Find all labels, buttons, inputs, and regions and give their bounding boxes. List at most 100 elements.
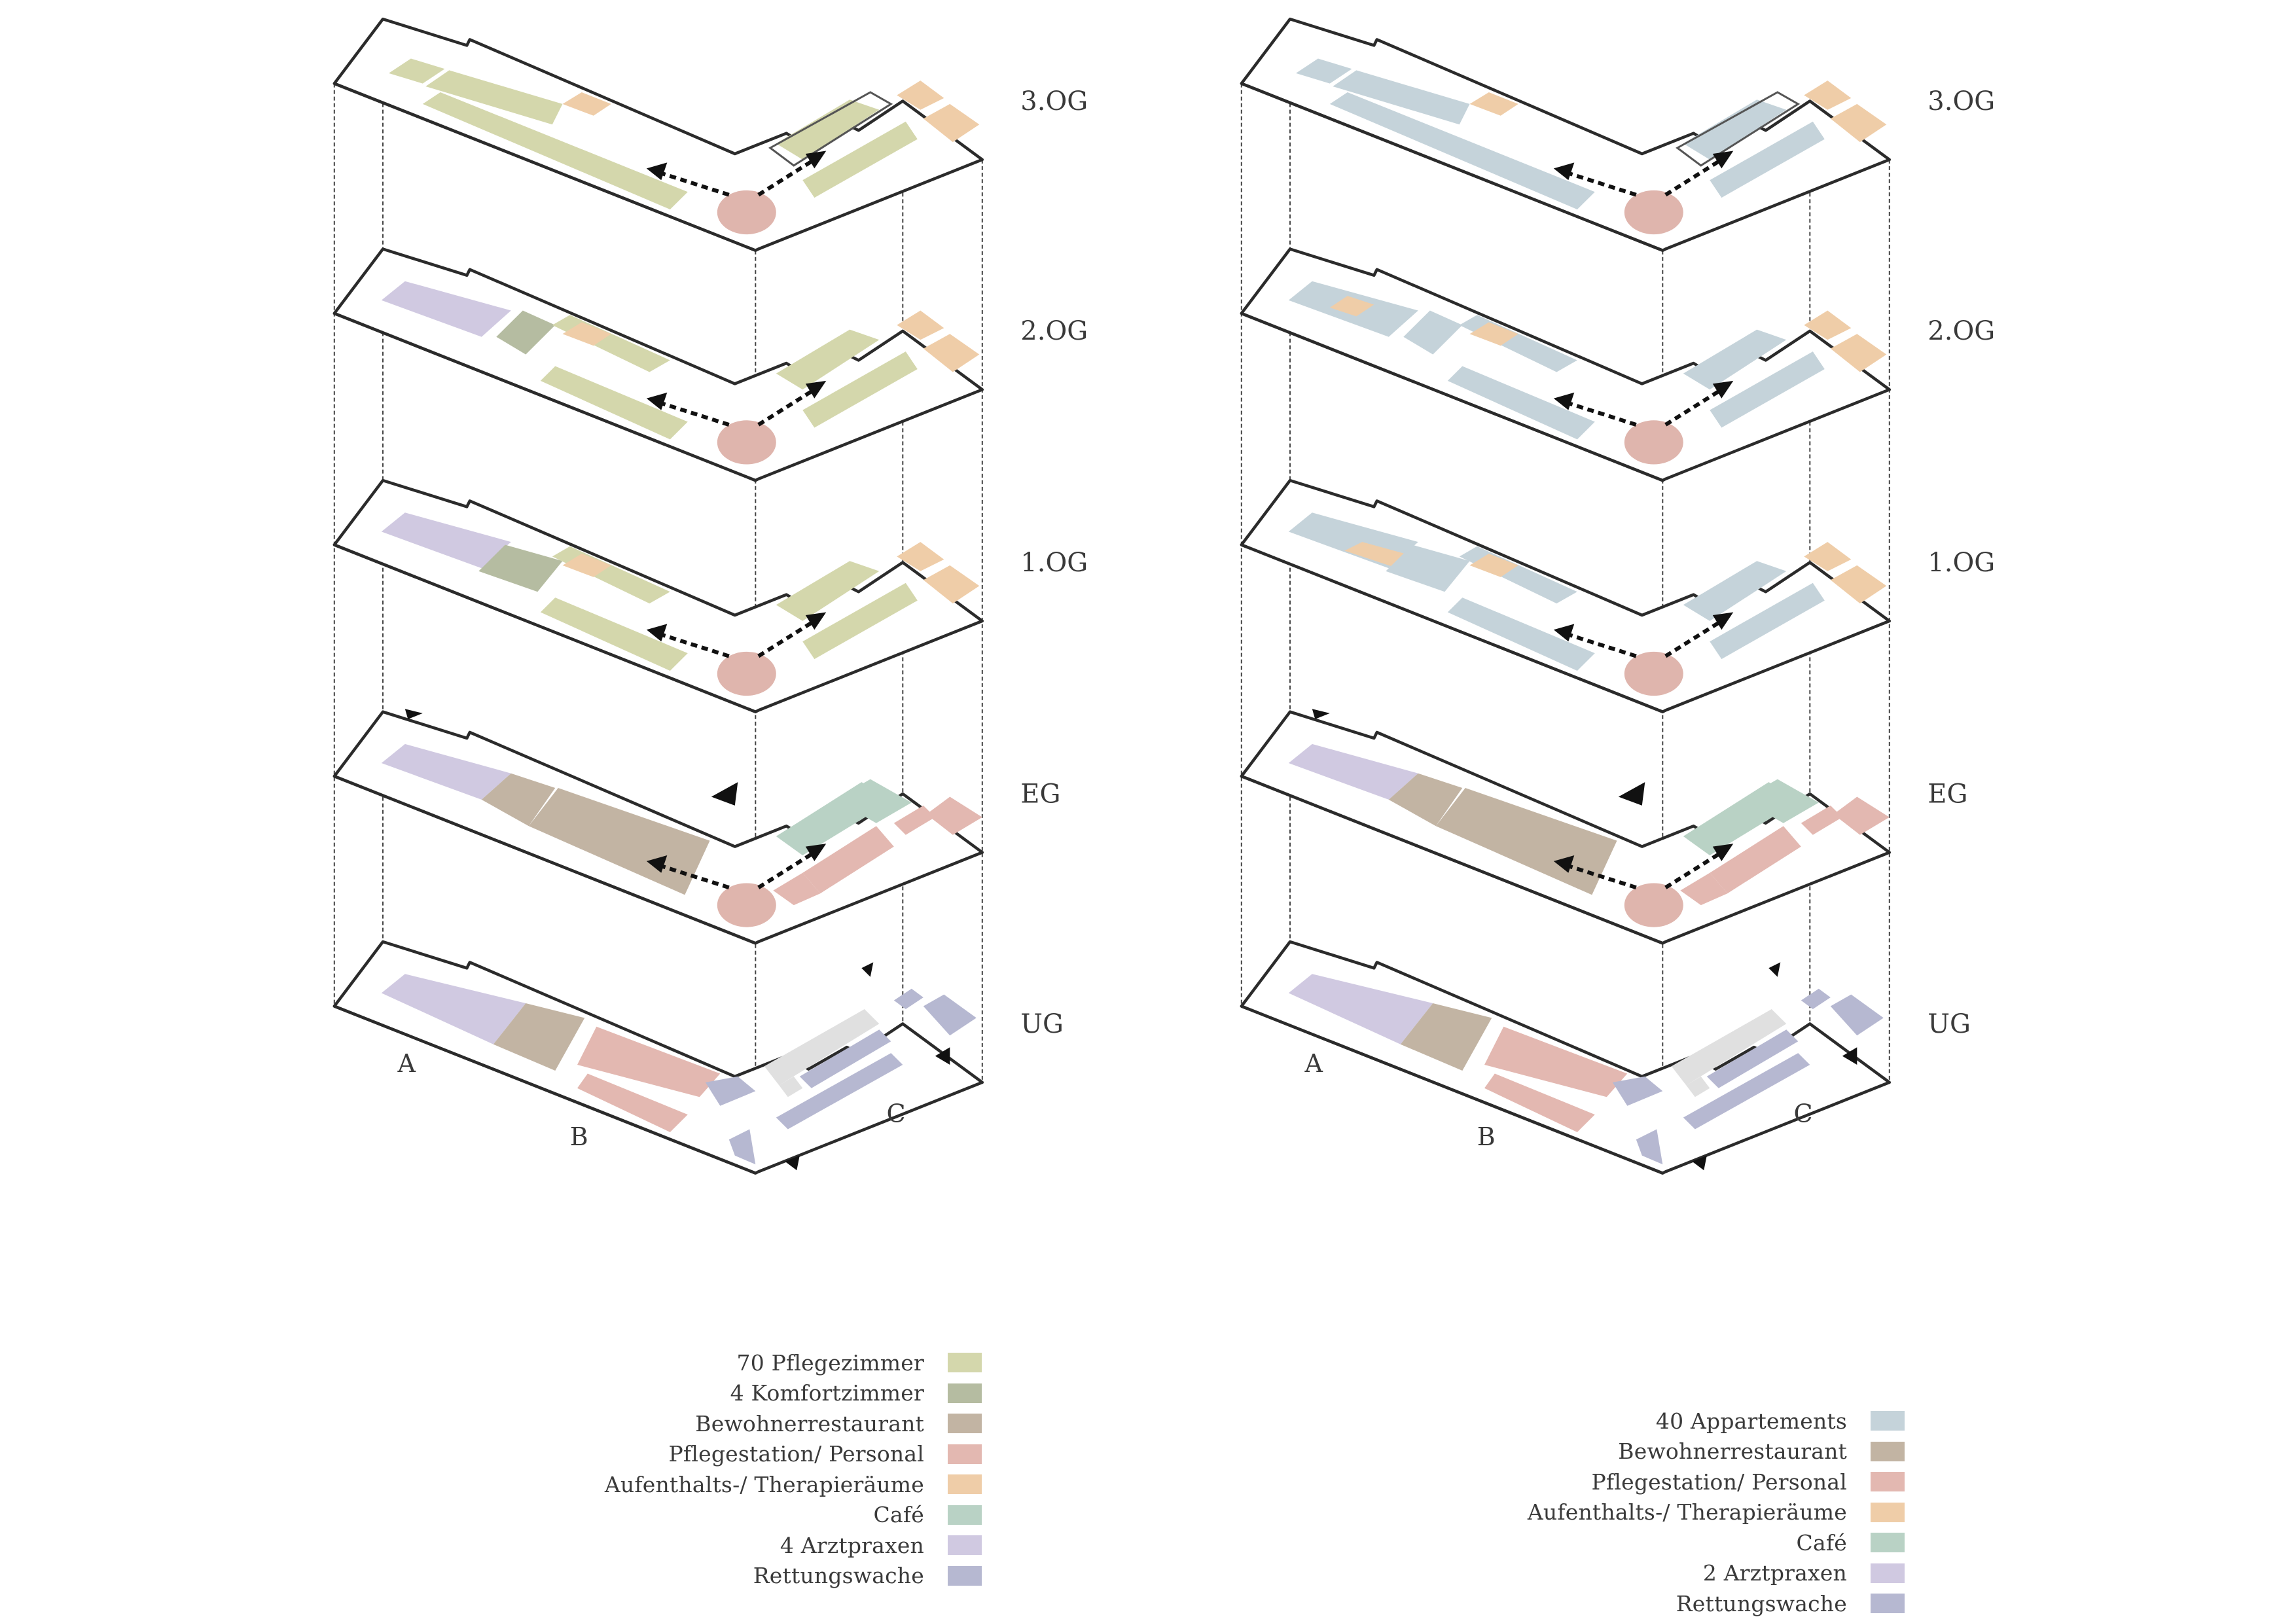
room: [389, 58, 445, 84]
arrow-head: [1712, 612, 1734, 630]
legend-item: Pflegestation/ Personal: [458, 1439, 982, 1470]
entrance-marker: [1312, 709, 1330, 719]
legend-appartements: 40 Appartements Bewohnerrestaurant Pfleges…: [1381, 1406, 1905, 1619]
room: [802, 351, 918, 428]
section-label-c: C: [887, 1099, 906, 1128]
variant-1: 3.OG 2.OG 1.OG EG UG A B C: [332, 17, 1088, 1175]
room: [802, 582, 918, 660]
legend-swatch: [948, 1505, 982, 1525]
circulation-core: [1624, 190, 1683, 235]
aufenthalt: [923, 334, 980, 372]
circulation-arrow-left: [1562, 630, 1637, 658]
legend-swatch: [948, 1565, 982, 1586]
arztpraxis: [1288, 974, 1433, 1044]
slab-edge: [333, 312, 757, 482]
room: [1329, 92, 1595, 209]
floor-ug: UG: [1240, 940, 1971, 1175]
rettungswache: [728, 1129, 756, 1165]
room: [1683, 99, 1787, 160]
restaurant: [493, 1003, 585, 1071]
room: [1447, 597, 1595, 671]
legend-swatch: [1871, 1502, 1905, 1522]
level-label: 2.OG: [1928, 316, 1995, 346]
legend-label: 4 Arztpraxen: [780, 1532, 924, 1558]
legend-swatch: [1871, 1563, 1905, 1583]
room: [540, 597, 688, 671]
legend-swatch: [1871, 1594, 1905, 1614]
level-label: EG: [1928, 779, 1967, 809]
aufenthalt: [562, 92, 611, 116]
arrow-head: [1553, 855, 1575, 873]
room: [1710, 121, 1825, 198]
rettungswache: [705, 1076, 756, 1106]
level-label: UG: [1928, 1009, 1971, 1039]
legend-item: Bewohnerrestaurant: [1381, 1436, 1905, 1467]
arztpraxis: [381, 512, 511, 569]
legend-label: 4 Komfortzimmer: [730, 1380, 924, 1406]
aufenthalt: [897, 310, 944, 340]
floor-eg: EG: [1240, 709, 1967, 945]
floor-eg: EG: [332, 709, 1060, 945]
circulation-arrow-left: [1562, 862, 1637, 890]
legend-swatch: [1871, 1533, 1905, 1553]
legend-swatch: [1871, 1411, 1905, 1431]
legend-item: 2 Arztpraxen: [1381, 1558, 1905, 1589]
floor-1og: 1.OG: [1240, 478, 1995, 713]
section-label-c: C: [1794, 1099, 1813, 1128]
room: [425, 70, 563, 125]
cafe: [834, 779, 912, 823]
slab-edge: [1240, 312, 1664, 482]
room: [802, 121, 918, 198]
personal: [1484, 1073, 1595, 1132]
circulation-core: [1624, 883, 1683, 927]
room: [1333, 70, 1470, 125]
floor-2og: 2.OG: [1240, 247, 1995, 482]
section-label-a: A: [1304, 1049, 1323, 1078]
level-label: UG: [1020, 1009, 1064, 1039]
legend-label: Rettungswache: [1676, 1590, 1847, 1616]
aufenthalt: [1469, 554, 1518, 577]
rettungswache: [1706, 1029, 1799, 1088]
roof-terrace-outline: [1676, 91, 1801, 167]
legend-label: 70 Pflegezimmer: [736, 1349, 924, 1376]
slab-edge: [333, 543, 757, 713]
legend-item: Rettungswache: [1381, 1588, 1905, 1619]
section-label-b: B: [570, 1122, 588, 1151]
personal: [1710, 826, 1801, 894]
legend-label: Bewohnerrestaurant: [1618, 1438, 1847, 1465]
legend-label: Aufenthalts-/ Therapieräume: [604, 1471, 924, 1497]
aufenthalt: [1830, 103, 1887, 143]
legend-label: 2 Arztpraxen: [1702, 1560, 1847, 1586]
restaurant: [1388, 773, 1463, 827]
section-label-a: A: [397, 1049, 416, 1078]
entrance-marker: [404, 709, 423, 719]
legend-item: Café: [1381, 1527, 1905, 1558]
legend-item: Café: [458, 1500, 982, 1531]
room: [1403, 310, 1463, 355]
arrow-head: [805, 380, 827, 399]
legend-item: 70 Pflegezimmer: [458, 1347, 982, 1378]
level-label: 1.OG: [1928, 548, 1995, 578]
floor-ug: UG: [332, 940, 1064, 1175]
legend-label: Aufenthalts-/ Therapieräume: [1527, 1499, 1847, 1525]
legend-swatch: [1871, 1472, 1905, 1492]
arrow-head: [1553, 162, 1575, 181]
room: [1683, 561, 1787, 621]
aufenthalt: [897, 542, 944, 571]
komfortzimmer: [496, 310, 556, 355]
slab-edge: [333, 775, 757, 945]
aufenthalt: [1329, 296, 1374, 317]
circulation-core: [717, 420, 776, 465]
cafe: [1742, 779, 1819, 823]
legend-label: Café: [1796, 1529, 1847, 1556]
circulation-arrow-left: [1562, 169, 1637, 197]
entrance-marker: [711, 782, 738, 806]
legend-item: 4 Arztpraxen: [458, 1530, 982, 1561]
entrance-marker: [935, 1047, 950, 1065]
service-room: [779, 1076, 803, 1097]
aufenthalt: [562, 322, 611, 346]
room: [1710, 351, 1825, 428]
personal: [577, 1026, 721, 1097]
legend-swatch: [948, 1535, 982, 1556]
room: [776, 329, 880, 390]
